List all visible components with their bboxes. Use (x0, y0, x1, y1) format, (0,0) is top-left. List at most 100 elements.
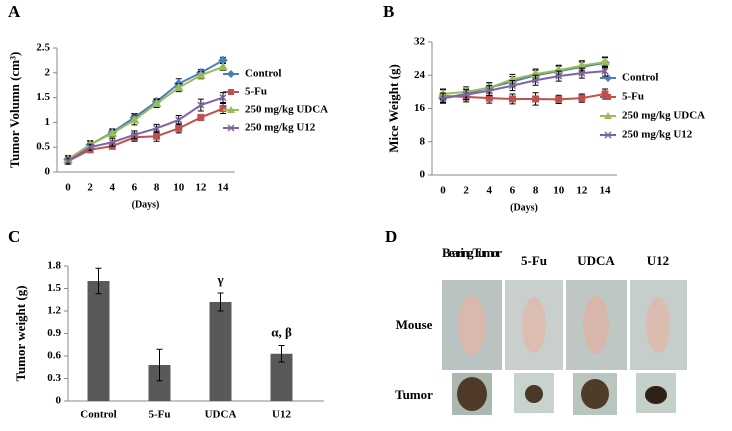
legend-marker (228, 89, 234, 95)
mouse (458, 295, 486, 355)
legend-marker (227, 70, 235, 78)
bar (87, 281, 110, 401)
marker (173, 82, 184, 92)
x-tick-label: 4 (487, 185, 493, 197)
marker (578, 69, 586, 77)
column-label: Bearing Tumor (442, 245, 502, 260)
marker (195, 70, 206, 79)
y-tick-label: 32 (414, 36, 426, 48)
legend-marker (605, 94, 611, 100)
legend-label: 5-Fu (245, 86, 267, 98)
legend-label: 5-Fu (622, 91, 644, 103)
marker (175, 116, 183, 124)
series-line (67, 96, 224, 162)
bar (270, 353, 293, 401)
marker (508, 82, 516, 90)
annotation: α, β (271, 324, 292, 339)
x-tick-label: 0 (65, 182, 71, 194)
row-label: Tumor (395, 387, 433, 402)
y-tick-label: 0 (420, 169, 426, 181)
x-tick-label: 14 (600, 185, 612, 197)
y-tick-label: 1.5 (47, 282, 61, 294)
legend-label: 250 mg/kg UDCA (245, 104, 328, 116)
marker (108, 138, 116, 146)
tumor (525, 385, 543, 403)
mouse (646, 297, 670, 353)
series-line (67, 107, 224, 162)
marker (555, 95, 563, 103)
legend-label: Control (622, 72, 658, 84)
y-tick-label: 1.5 (36, 91, 50, 103)
bar (148, 365, 171, 401)
y-tick-label: 0 (56, 395, 62, 407)
tumor (645, 386, 667, 404)
legend-label: 250 mg/kg U12 (245, 122, 316, 134)
x-tick-label: U12 (272, 409, 291, 421)
marker (86, 143, 94, 151)
marker (130, 131, 138, 139)
marker (197, 113, 205, 121)
marker (129, 114, 140, 124)
marker (485, 87, 493, 95)
y-tick-label: 8 (420, 135, 426, 147)
column-label: U12 (647, 253, 669, 268)
error-bar (156, 348, 163, 382)
legend-marker (227, 106, 235, 113)
row-label: Mouse (396, 317, 433, 332)
panel-letter: B (383, 2, 394, 21)
marker (219, 94, 227, 102)
y-axis-label: Mice Weight (g) (386, 64, 401, 153)
y-tick-label: 1.8 (47, 260, 61, 272)
x-axis-label: (Days) (510, 202, 538, 213)
legend-label: Control (245, 68, 281, 80)
x-tick-label: 0 (440, 185, 446, 197)
marker (578, 94, 586, 102)
column-label: 5-Fu (521, 253, 547, 268)
marker (462, 91, 470, 99)
error-bar (95, 267, 102, 295)
annotation: γ (216, 272, 223, 287)
x-tick-label: 10 (553, 185, 565, 197)
marker (153, 132, 161, 140)
error-bar (217, 292, 224, 312)
x-tick-label: 8 (533, 185, 539, 197)
panel-letter: A (8, 2, 21, 21)
legend-marker (604, 112, 612, 119)
panel-letter: C (8, 227, 20, 246)
tumor (581, 379, 609, 409)
x-tick-label: 10 (173, 182, 185, 194)
marker (601, 67, 609, 75)
legend-marker (604, 131, 612, 139)
marker (532, 95, 540, 103)
x-tick-label: UDCA (205, 409, 237, 421)
x-tick-label: 12 (195, 182, 207, 194)
legend-marker (227, 124, 235, 132)
x-tick-label: 2 (87, 182, 93, 194)
y-axis-label: Tumor Volumn (cm³) (7, 52, 22, 169)
y-tick-label: 2 (45, 66, 51, 78)
photo-grid (442, 280, 687, 415)
marker (153, 124, 161, 132)
y-tick-label: 24 (414, 69, 426, 81)
mouse (583, 296, 609, 354)
x-tick-label: 14 (218, 182, 230, 194)
error-bar (278, 345, 285, 363)
series-line (442, 70, 606, 100)
x-tick-label: Control (80, 409, 116, 421)
marker (64, 157, 72, 165)
y-tick-label: 0.6 (47, 350, 61, 362)
series-line (442, 60, 606, 95)
y-tick-label: 1.2 (47, 305, 61, 317)
marker (107, 128, 118, 137)
x-tick-label: 4 (110, 182, 116, 194)
y-tick-label: 0.9 (47, 327, 61, 339)
marker (555, 72, 563, 80)
bar (209, 302, 232, 401)
y-tick-label: 1 (45, 116, 51, 128)
x-tick-label: 6 (510, 185, 516, 197)
x-tick-label: 8 (154, 182, 160, 194)
legend-label: 250 mg/kg U12 (622, 129, 693, 141)
marker (175, 124, 183, 132)
marker (439, 94, 447, 102)
panel-letter: D (385, 227, 397, 246)
